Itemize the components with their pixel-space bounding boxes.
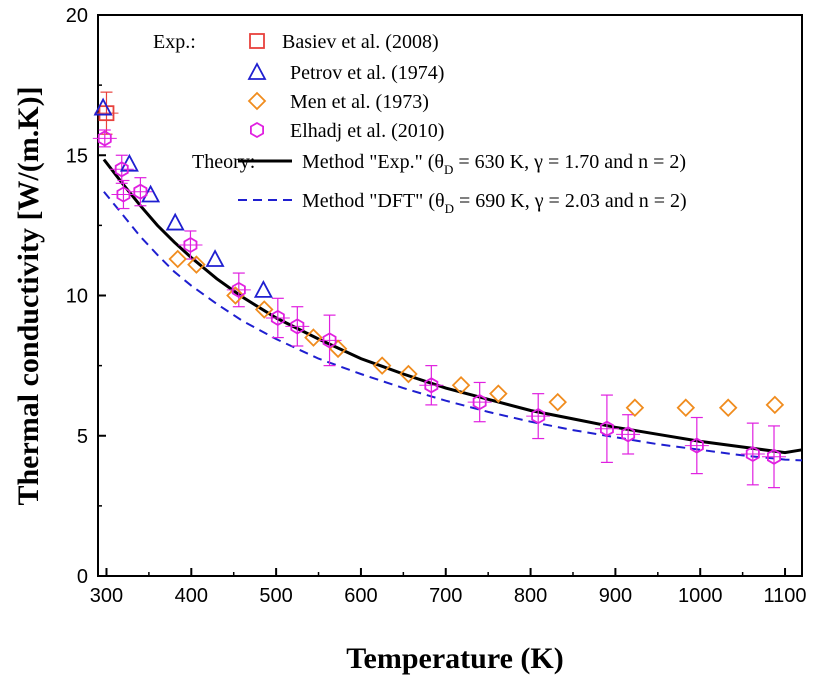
- x-tick-label: 1100: [764, 585, 807, 607]
- elhadj-et-al-2010-point: [689, 437, 704, 454]
- legend-marker-diamond: [247, 91, 267, 111]
- men-et-al-1973-point: [451, 375, 471, 395]
- elhadj-et-al-2010-point: [531, 408, 546, 425]
- petrov-et-al-1974-point: [253, 279, 273, 298]
- elhadj-et-al-2010-point: [116, 186, 131, 203]
- elhadj-et-al-2010-point: [472, 394, 487, 411]
- men-et-al-1973-point: [372, 356, 392, 375]
- legend-marker-triangle: [247, 62, 267, 80]
- theory-curves: [102, 158, 803, 462]
- elhadj-et-al-2010-point: [767, 448, 781, 465]
- men-et-al-1973-point: [254, 300, 274, 319]
- elhadj-et-al-2010-point: [621, 426, 636, 443]
- data-markers: [93, 97, 785, 465]
- men-et-al-1973-point: [676, 398, 696, 417]
- legend-series-label: Elhadj et al. (2010): [290, 120, 444, 142]
- x-tick-label: 700: [429, 585, 462, 607]
- x-tick-label: 800: [514, 585, 547, 607]
- men-et-al-1973-point: [718, 398, 738, 417]
- legend-marker-square: [249, 33, 265, 49]
- men-et-al-1973-point: [625, 398, 645, 417]
- men-et-al-1973-point: [168, 249, 188, 269]
- men-et-al-1973-point: [187, 255, 206, 274]
- petrov-et-al-1974-point: [119, 153, 139, 172]
- elhadj-et-al-2010-point: [183, 236, 198, 254]
- x-tick-label: 500: [259, 585, 292, 607]
- elhadj-et-al-2010-point: [322, 332, 337, 349]
- legend-theory-label: Theory:: [192, 151, 255, 173]
- men-et-al-1973-point: [765, 395, 785, 415]
- men-et-al-1973-point: [226, 286, 245, 305]
- theory-curve-1: [102, 158, 803, 455]
- y-tick-label: 10: [66, 286, 88, 308]
- y-tick-label: 20: [66, 5, 88, 27]
- x-tick-label: 600: [344, 585, 377, 607]
- men-et-al-1973-point: [399, 364, 418, 384]
- men-et-al-1973-point: [548, 392, 567, 412]
- elhadj-et-al-2010-point: [745, 445, 760, 463]
- theory-curve-2: [103, 191, 803, 462]
- elhadj-et-al-2010-point: [424, 377, 439, 394]
- axes: 300 400 500 600 700 800 900 1000 1100 0 5 10 15 20: [66, 5, 807, 607]
- legend-exp-label: Exp.:: [153, 31, 196, 53]
- elhadj-et-al-2010-point: [290, 318, 305, 335]
- y-tick-label: 15: [66, 145, 88, 167]
- legend-marker-hexagon: [249, 121, 265, 139]
- elhadj-et-al-2010-point: [97, 130, 112, 147]
- legend-series-label: Petrov et al. (1974): [290, 62, 444, 84]
- elhadj-et-al-2010-point: [133, 183, 148, 200]
- men-et-al-1973-point: [304, 328, 323, 347]
- legend-curve-label: Method "DFT" (θD = 690 K, γ = 2.03 and n…: [302, 190, 687, 216]
- y-tick-label: 5: [77, 426, 88, 448]
- y-axis-title: Thermal conductivity [W/(m.K)]: [12, 86, 45, 505]
- x-tick-label: 400: [175, 585, 208, 607]
- x-tick-label: 1000: [678, 585, 723, 607]
- legend-series-label: Basiev et al. (2008): [282, 31, 439, 53]
- legend-curve-label: Method "Exp." (θD = 630 K, γ = 1.70 and …: [302, 151, 686, 177]
- y-tick-label: 0: [77, 566, 88, 588]
- men-et-al-1973-point: [489, 384, 508, 403]
- error-bars: [92, 91, 787, 489]
- petrov-et-al-1974-point: [141, 184, 161, 203]
- petrov-et-al-1974-point: [165, 212, 185, 231]
- elhadj-et-al-2010-point: [231, 281, 246, 298]
- legend: Exp.: Basiev et al. (2008) Petrov et al. (…: [153, 31, 687, 216]
- elhadj-et-al-2010-point: [114, 161, 129, 178]
- elhadj-et-al-2010-point: [270, 309, 285, 326]
- petrov-et-al-1974-point: [205, 249, 225, 267]
- x-axis-title: Temperature (K): [346, 642, 563, 675]
- legend-series-label: Men et al. (1973): [290, 91, 429, 113]
- x-tick-label: 300: [90, 585, 123, 607]
- plot-frame: [97, 14, 803, 577]
- x-tick-label: 900: [599, 585, 632, 607]
- petrov-et-al-1974-point: [93, 97, 113, 116]
- elhadj-et-al-2010-point: [600, 420, 614, 437]
